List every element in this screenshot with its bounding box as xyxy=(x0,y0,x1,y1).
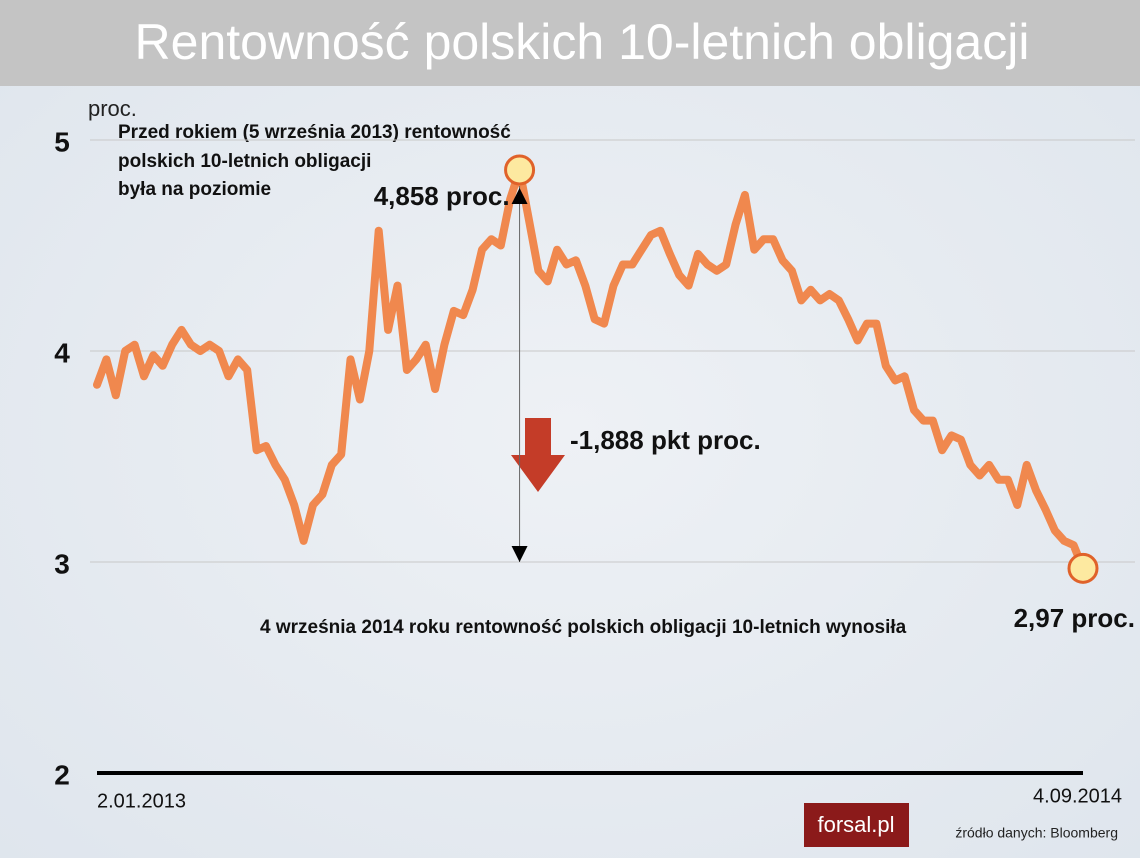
x-tick-label: 2.01.2013 xyxy=(97,790,186,812)
chart-title: Rentowność polskich 10-letnich obligacji xyxy=(135,14,1030,70)
data-line xyxy=(93,166,1087,573)
title-band xyxy=(0,0,1140,86)
annotation: -1,888 pkt proc. xyxy=(570,425,761,455)
x-tick-label: 4.09.2014 xyxy=(1033,785,1122,807)
arrow-head xyxy=(511,546,528,562)
source: źródło danych: Bloomberg xyxy=(955,825,1118,841)
y-axis-label: proc. xyxy=(88,96,137,121)
value-label: 2,97 proc. xyxy=(1014,603,1135,633)
y-tick-label: 5 xyxy=(54,126,70,157)
annotation: polskich 10-letnich obligacji xyxy=(118,151,371,172)
y-tick-label: 4 xyxy=(54,337,70,368)
annotation: Przed rokiem (5 września 2013) rentownoś… xyxy=(118,122,511,143)
y-tick-label: 2 xyxy=(54,759,70,790)
logo-box xyxy=(804,803,909,847)
arrow-head xyxy=(511,187,528,204)
annotation: 4 września 2014 roku rentowność polskich… xyxy=(260,617,907,638)
annotation: była na poziomie xyxy=(118,179,271,200)
value-label: 4,858 proc. xyxy=(374,181,510,211)
highlight-marker xyxy=(504,154,536,186)
y-tick-label: 3 xyxy=(54,548,70,579)
logo: forsal.pl xyxy=(817,812,894,837)
down-arrow xyxy=(511,418,565,492)
highlight-marker xyxy=(1067,552,1099,584)
